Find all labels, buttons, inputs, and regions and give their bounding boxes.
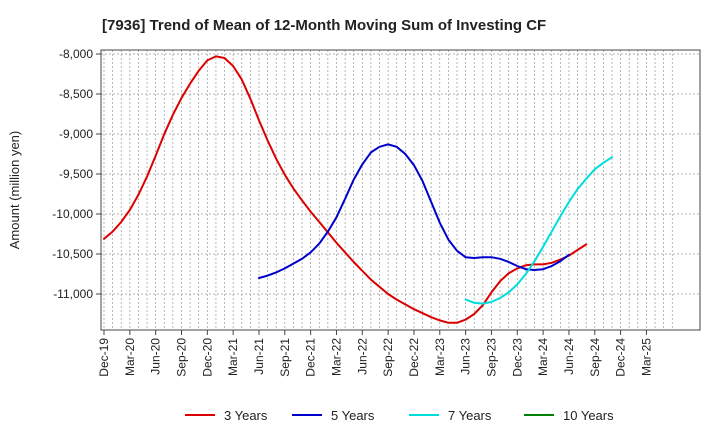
x-tick-label: Jun-22 [355,338,369,375]
x-tick-label: Dec-21 [304,338,318,377]
x-tick-label: Jun-20 [149,338,163,375]
legend-label-10-years: 10 Years [563,408,614,423]
x-tick-label: Jun-24 [562,338,576,375]
y-axis-label: Amount (million yen) [7,131,22,250]
chart-title: [7936] Trend of Mean of 12-Month Moving … [102,17,546,34]
grid-lines [101,50,700,330]
y-axis-ticks: -8,000 -8,500 -9,000 -9,500 -10,000 -10,500 -1… [52,47,101,301]
y-tick-label: -9,000 [59,127,93,141]
x-tick-label: Sep-22 [381,338,395,377]
series-line-3-years [103,55,588,324]
plot-area [101,50,700,330]
x-tick-label: Dec-22 [407,338,421,377]
legend-label-3-years: 3 Years [224,408,268,423]
x-tick-label: Sep-20 [174,338,188,377]
x-tick-label: Mar-20 [123,338,137,376]
x-tick-label: Dec-24 [614,338,628,377]
legend-label-5-years: 5 Years [331,408,375,423]
legend: 3 Years 5 Years 7 Years 10 Years [185,408,614,423]
x-tick-label: Dec-23 [510,338,524,377]
x-tick-label: Mar-22 [329,338,343,376]
x-tick-label: Mar-24 [536,338,550,376]
x-tick-label: Jun-23 [459,338,473,375]
x-tick-label: Mar-25 [639,338,653,376]
x-axis-ticks: Dec-19 Mar-20 Jun-20 Sep-20 Dec-20 Mar-21 Jun-… [97,330,653,377]
x-tick-label: Dec-19 [97,338,111,377]
y-tick-label: -10,500 [52,247,93,261]
x-tick-label: Jun-21 [252,338,266,375]
x-tick-label: Sep-21 [278,338,292,377]
y-tick-label: -10,000 [52,207,93,221]
y-tick-label: -11,000 [53,287,93,301]
x-tick-label: Sep-23 [484,338,498,377]
plot-frame [100,49,701,331]
x-tick-label: Sep-24 [588,338,602,377]
y-tick-label: -8,500 [59,87,93,101]
x-tick-label: Mar-21 [226,338,240,376]
y-tick-label: -9,500 [59,167,93,181]
x-tick-label: Dec-20 [200,338,214,377]
series-lines [103,55,613,324]
series-line-5-years [258,143,570,279]
x-tick-label: Mar-23 [433,338,447,376]
y-tick-label: -8,000 [59,47,93,61]
legend-label-7-years: 7 Years [448,408,492,423]
series-line-7-years [464,156,613,305]
